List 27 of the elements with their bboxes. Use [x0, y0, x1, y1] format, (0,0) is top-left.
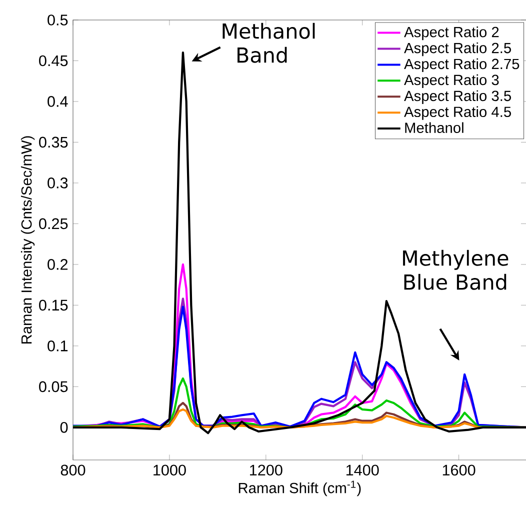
legend-label: Aspect Ratio 2: [404, 26, 499, 40]
y-axis-title: Raman Intensity (Cnts/Sec/mW): [20, 136, 35, 344]
y-tick-label: 0.15: [39, 300, 68, 311]
annotation: Methanol Band: [222, 22, 315, 63]
x-axis-title: Raman Shift (cm$^{-1}$): [238, 480, 361, 496]
y-tick-label: 0.1: [48, 340, 68, 352]
y-tick-label: 0.05: [39, 381, 68, 392]
y-tick-label: 0.4: [48, 96, 68, 107]
legend-label: Aspect Ratio 3.5: [404, 90, 511, 104]
y-tick-label: 0.5: [48, 14, 68, 26]
legend-label: Aspect Ratio 3: [404, 74, 499, 88]
y-tick-label: 0.2: [48, 259, 68, 270]
y-tick-label: 0: [60, 422, 68, 433]
y-tick-label: 0.45: [39, 55, 68, 66]
y-tick-label: 0.3: [48, 178, 68, 188]
y-tick-label: 0.25: [39, 218, 68, 230]
x-tick-label: 800: [60, 464, 86, 476]
x-tick-label: 1600: [442, 464, 476, 476]
x-tick-label: 1200: [250, 464, 282, 476]
annotation: Methylene Blue Band: [403, 250, 508, 290]
legend-label: Aspect Ratio 2.5: [404, 42, 511, 56]
legend-label: Methanol: [405, 122, 464, 134]
y-tick-label: 0.35: [39, 136, 68, 148]
x-tick-label: 1400: [346, 464, 379, 476]
legend-label: Aspect Ratio 2.75: [404, 58, 520, 72]
legend-label: Aspect Ratio 4.5: [404, 106, 511, 120]
x-tick-label: 1000: [154, 464, 186, 476]
